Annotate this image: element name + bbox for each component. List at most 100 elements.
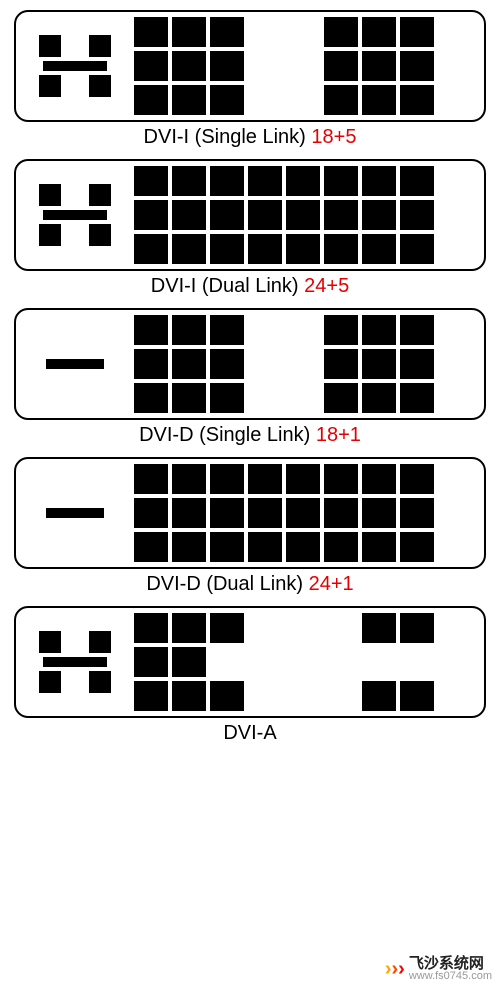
- pin: [362, 85, 396, 115]
- pin: [248, 498, 282, 528]
- analog-pin: [39, 75, 61, 97]
- analog-pin: [89, 224, 111, 246]
- pin-column: [210, 315, 244, 413]
- connector-label: DVI-A: [223, 722, 276, 744]
- pin-column: [400, 315, 434, 413]
- pin: [400, 51, 434, 81]
- pin: [324, 498, 358, 528]
- analog-pin: [89, 35, 111, 57]
- ground-blade: [46, 508, 104, 518]
- pin: [172, 498, 206, 528]
- pin: [400, 498, 434, 528]
- pin: [248, 200, 282, 230]
- pin: [172, 85, 206, 115]
- pin: [210, 200, 244, 230]
- analog-pin: [39, 671, 61, 693]
- pin: [134, 498, 168, 528]
- pin: [210, 166, 244, 196]
- pin: [172, 234, 206, 264]
- pin: [286, 234, 320, 264]
- ground-blade: [43, 61, 107, 71]
- pin-column: [400, 166, 434, 264]
- pin-count: 24+1: [309, 573, 354, 595]
- pin: [134, 315, 168, 345]
- connector-dvi-d-dual: [14, 457, 486, 569]
- connector-label: DVI-D (Single Link): [139, 424, 310, 446]
- pin-column: [286, 166, 320, 264]
- pin: [286, 200, 320, 230]
- pin: [324, 349, 358, 379]
- pin-column: [324, 315, 358, 413]
- pin: [324, 85, 358, 115]
- pin-column: [324, 17, 358, 115]
- pin: [210, 85, 244, 115]
- analog-pin-zone: [30, 478, 120, 548]
- digital-pin-grid: [134, 464, 434, 562]
- pin: [400, 200, 434, 230]
- pin: [210, 464, 244, 494]
- pin: [324, 383, 358, 413]
- connector-dvi-d-single: [14, 308, 486, 420]
- connector-label-row: DVI-D (Dual Link) 24+1: [0, 573, 500, 596]
- pin: [400, 349, 434, 379]
- connector-label-row: DVI-I (Dual Link) 24+5: [0, 275, 500, 298]
- pin: [324, 464, 358, 494]
- pin: [172, 17, 206, 47]
- chevron-icon: ›: [385, 958, 392, 981]
- pin: [324, 200, 358, 230]
- pin: [172, 681, 206, 711]
- pin-column: [210, 17, 244, 115]
- pin: [134, 349, 168, 379]
- pin: [210, 17, 244, 47]
- pin: [210, 234, 244, 264]
- pin-column: [134, 464, 168, 562]
- digital-pin-grid: [134, 613, 434, 711]
- pin: [210, 681, 244, 711]
- pin: [286, 498, 320, 528]
- pin-column: [362, 315, 396, 413]
- pin: [362, 532, 396, 562]
- pin: [362, 200, 396, 230]
- pin: [400, 613, 434, 643]
- pin: [172, 200, 206, 230]
- pin: [210, 51, 244, 81]
- pin-column: [400, 17, 434, 115]
- pin: [362, 383, 396, 413]
- connector-label-row: DVI-D (Single Link) 18+1: [0, 424, 500, 447]
- pin: [134, 234, 168, 264]
- pin: [210, 613, 244, 643]
- pin: [286, 532, 320, 562]
- pin: [210, 349, 244, 379]
- pin: [172, 532, 206, 562]
- pin: [134, 200, 168, 230]
- pin: [362, 349, 396, 379]
- ground-blade: [46, 359, 104, 369]
- digital-pin-grid: [134, 166, 434, 264]
- pin: [134, 532, 168, 562]
- pin-column: [324, 166, 358, 264]
- pin: [172, 464, 206, 494]
- pin: [400, 464, 434, 494]
- pin: [172, 613, 206, 643]
- pin-column: [172, 166, 206, 264]
- connector-dvi-a: [14, 606, 486, 718]
- analog-pin-zone: [30, 329, 120, 399]
- analog-pin: [89, 184, 111, 206]
- pin-column: [134, 166, 168, 264]
- pin-column: [248, 464, 282, 562]
- analog-pin: [39, 184, 61, 206]
- analog-pin-zone: [30, 180, 120, 250]
- pin: [400, 234, 434, 264]
- watermark-url: www.fs0745.com: [409, 971, 492, 982]
- chevron-icon: ›: [392, 958, 399, 981]
- pin-column: [172, 17, 206, 115]
- pin: [134, 17, 168, 47]
- pin: [134, 647, 168, 677]
- pin: [134, 85, 168, 115]
- pin: [248, 464, 282, 494]
- analog-pin: [89, 75, 111, 97]
- pin-column: [362, 613, 396, 711]
- pin: [400, 85, 434, 115]
- pin: [400, 383, 434, 413]
- pin: [248, 532, 282, 562]
